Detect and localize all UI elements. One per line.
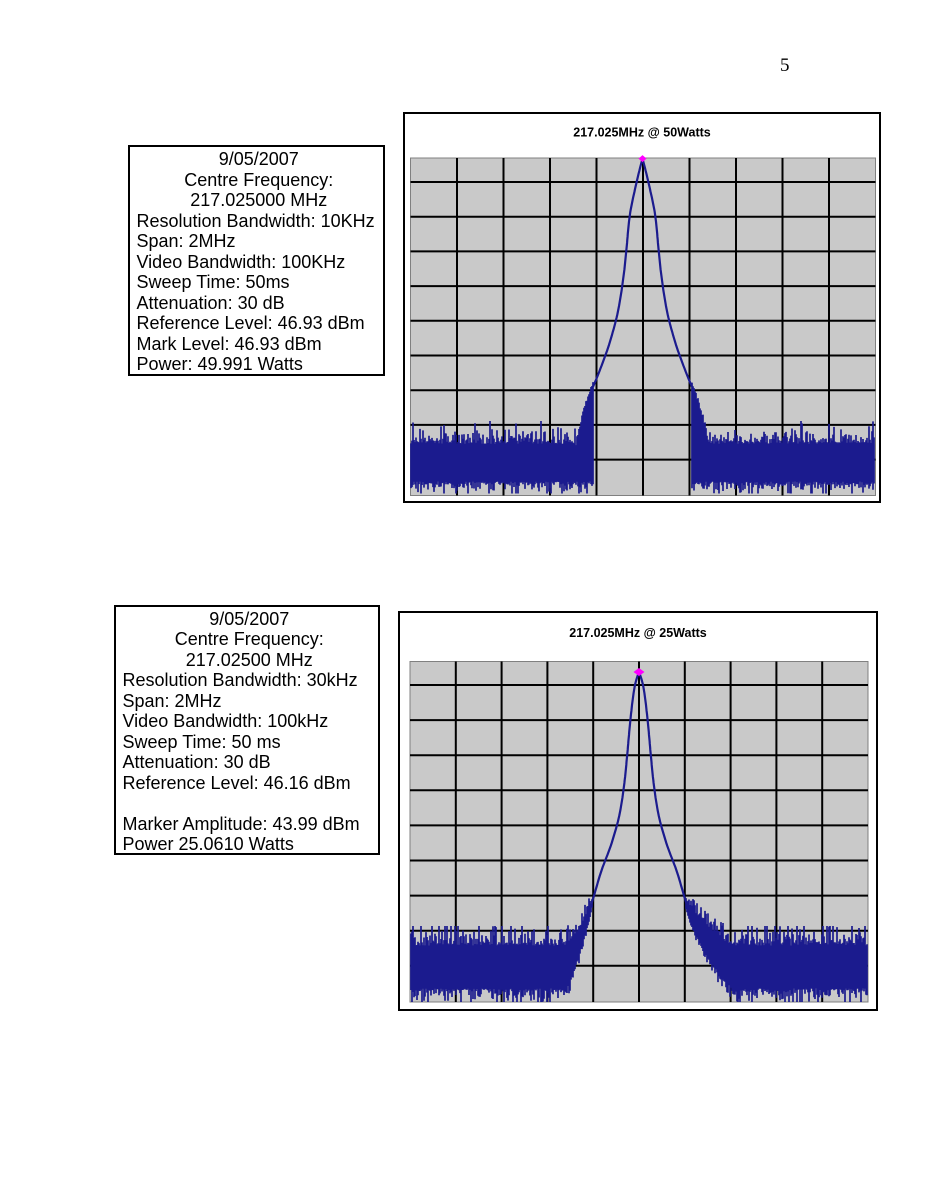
svg-text:217.025MHz @ 50Watts: 217.025MHz @ 50Watts [573,126,711,140]
svg-text:217.025MHz @ 25Watts: 217.025MHz @ 25Watts [569,626,707,640]
